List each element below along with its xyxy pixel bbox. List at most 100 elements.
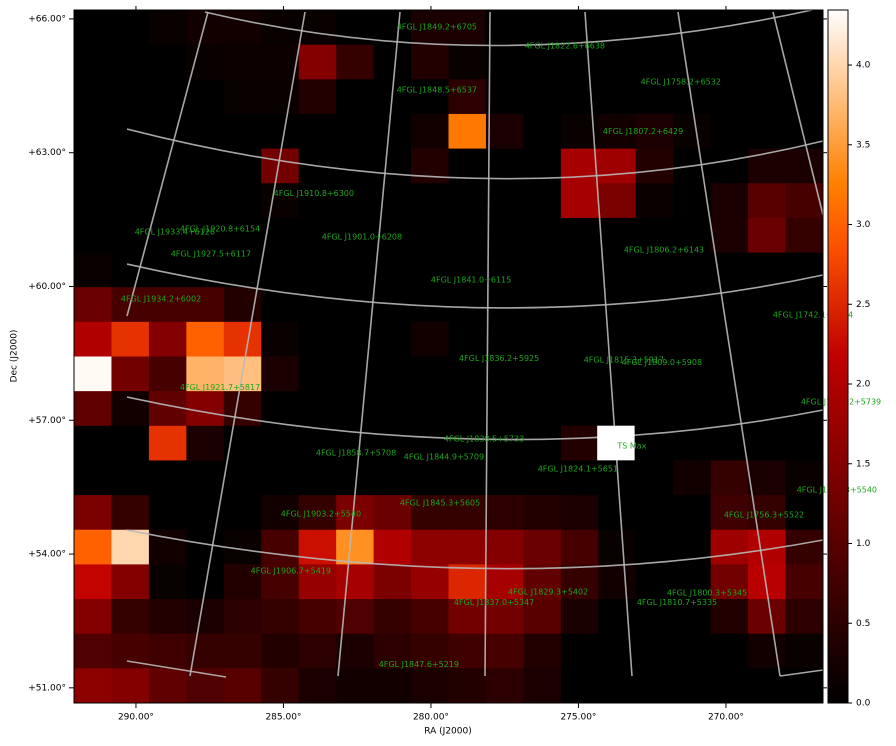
heatmap-cell (560, 217, 599, 254)
heatmap-cell (261, 495, 300, 531)
heatmap-cell (298, 633, 337, 669)
heatmap-cell (635, 633, 674, 669)
heatmap-cell (785, 460, 824, 496)
heatmap-cell (261, 44, 300, 80)
heatmap-cell (785, 564, 824, 600)
heatmap-cell (598, 356, 637, 392)
source-label: 4FGL J1844.9+5709 (404, 452, 484, 461)
plot-frame (73, 9, 824, 704)
heatmap-cell (148, 495, 187, 531)
heatmap-cell (673, 391, 712, 427)
heatmap-cell (523, 599, 562, 635)
graticule (126, 9, 824, 678)
heatmap-cell (336, 79, 375, 115)
heatmap-cell (448, 391, 487, 427)
heatmap-cell (74, 460, 112, 496)
heatmap-cell (373, 564, 412, 600)
heatmap-cell (523, 252, 562, 288)
heatmap-cell (111, 391, 150, 427)
heatmap-cell (598, 217, 637, 254)
heatmap-cell (673, 668, 712, 704)
colorbar-tick-label: 2.5 (856, 300, 870, 310)
heatmap-cell (373, 668, 412, 704)
heatmap-cell (673, 44, 712, 80)
heatmap-cell (411, 460, 449, 496)
heatmap-cell (298, 183, 337, 219)
heatmap-cell (785, 321, 824, 357)
heatmap-cell (74, 668, 112, 704)
heatmap-cell (635, 252, 674, 288)
heatmap-cell (560, 599, 599, 635)
heatmap-cell (298, 217, 337, 254)
heatmap-cell (74, 79, 112, 115)
source-label: 4FGL J1838.5+5733 (444, 435, 524, 444)
heatmap-cell (186, 10, 225, 46)
source-label: 4FGL J1837.0+5347 (454, 598, 534, 607)
ts-max-label: TS Max (616, 442, 646, 451)
heatmap-cell (411, 44, 449, 80)
heatmap-cell (111, 425, 150, 461)
dec-grid-line (126, 660, 227, 678)
y-tick-label: +63.00° (28, 148, 66, 158)
heatmap-cell (523, 529, 562, 565)
heatmap-cell (710, 529, 749, 565)
colorbar-tick-label: 2.0 (856, 380, 871, 390)
source-label: 4FGL J1921.7+5817 (180, 383, 260, 392)
source-label: 4FGL J1927.5+6117 (171, 249, 251, 258)
heatmap-cell (411, 79, 449, 115)
heatmap-cell (186, 183, 225, 219)
source-label: 4FGL J1920.8+6154 (180, 224, 260, 233)
heatmap-cell (74, 217, 112, 254)
heatmap-cell (186, 356, 225, 392)
heatmap-cell (748, 633, 787, 669)
x-tick-label: 270.00° (708, 713, 744, 723)
heatmap-cell (186, 391, 225, 427)
source-label: 4FGL J1906.7+5419 (251, 567, 331, 576)
heatmap-cell (560, 460, 599, 496)
heatmap-cell (748, 113, 787, 150)
heatmap-cell (411, 495, 449, 531)
heatmap-cell (635, 356, 674, 392)
heatmap-cell (223, 668, 262, 704)
heatmap-cell (748, 44, 787, 80)
heatmap-cell (523, 633, 562, 669)
heatmap-cell (336, 44, 375, 80)
heatmap-cell (785, 495, 824, 531)
heatmap-cell (560, 148, 599, 184)
heatmap-cell (635, 564, 674, 600)
heatmap-cell (560, 252, 599, 288)
heatmap-cell (710, 391, 749, 427)
source-label: 4FGL J1742.1+5944 (773, 311, 853, 320)
heatmap-cell (186, 529, 225, 565)
heatmap-cell (74, 183, 112, 219)
source-label: 4FGL J1933.4+6126 (135, 228, 215, 237)
heatmap-cell (74, 148, 112, 184)
heatmap-cell (485, 252, 524, 288)
heatmap-cell (448, 599, 487, 635)
heatmap-cell (148, 44, 187, 80)
heatmap-cell (635, 460, 674, 496)
heatmap-cell (448, 217, 487, 254)
heatmap-cell (485, 599, 524, 635)
source-label: 4FGL J1849.2+6705 (397, 22, 477, 31)
heatmap-cell (448, 287, 487, 323)
heatmap-cell (74, 425, 112, 461)
heatmap-cell (485, 668, 524, 704)
heatmap-cell (261, 633, 300, 669)
heatmap-cell (448, 425, 487, 461)
heatmap-cell (298, 391, 337, 427)
heatmap-cell (111, 564, 150, 600)
heatmap-cell (710, 633, 749, 669)
heatmap-cell (336, 183, 375, 219)
heatmap-cell (523, 183, 562, 219)
heatmap-cell (298, 564, 337, 600)
source-label: 4FGL J1807.2+6429 (603, 127, 683, 136)
source-label: 4FGL J1848.5+6537 (397, 85, 477, 94)
x-tick-label: 285.00° (265, 713, 301, 723)
heatmap-cell (336, 113, 375, 150)
heatmap-cell (298, 668, 337, 704)
heatmap-cell (261, 252, 300, 288)
heatmap-cell (485, 529, 524, 565)
heatmap-cell (785, 44, 824, 80)
